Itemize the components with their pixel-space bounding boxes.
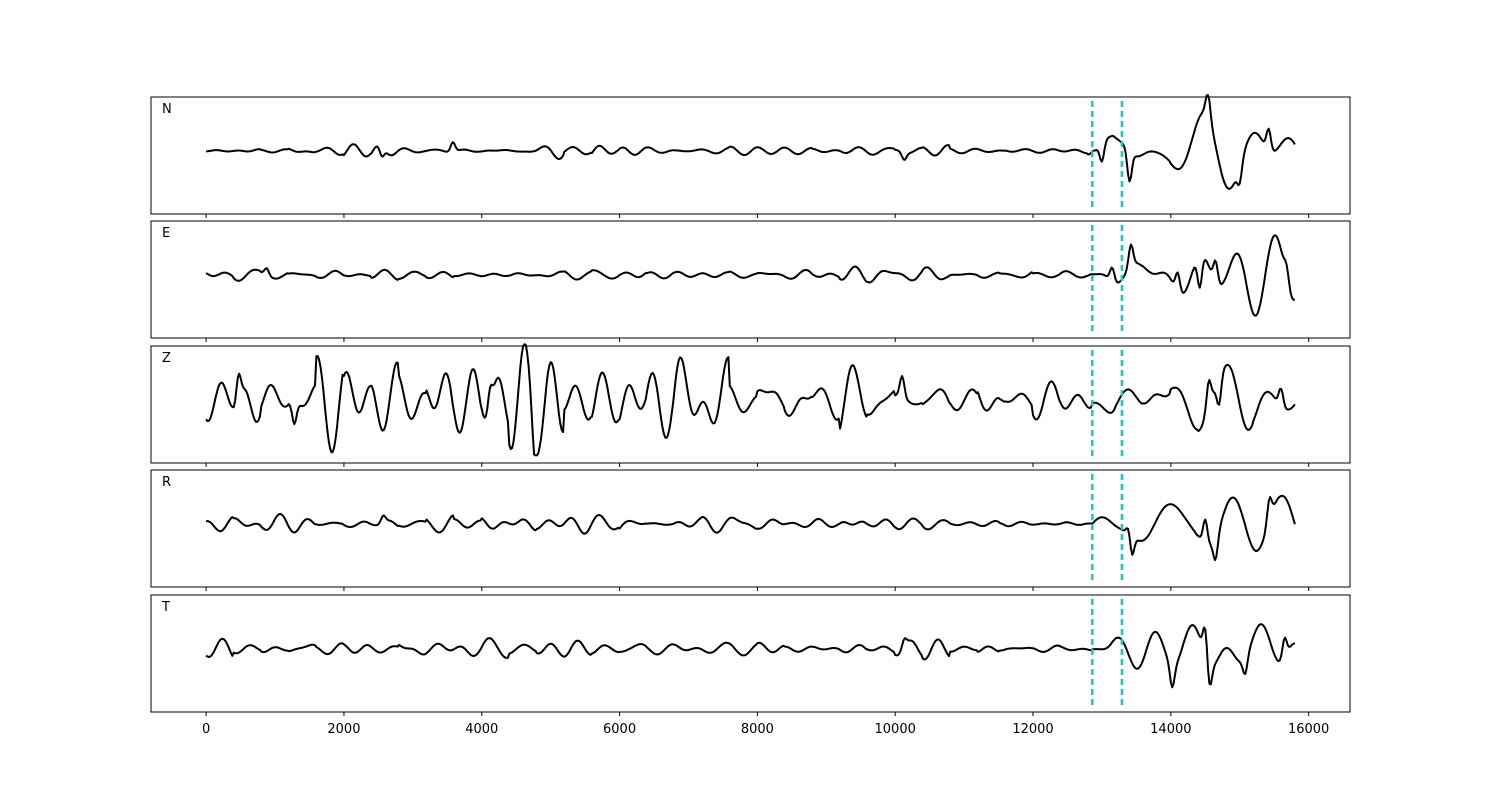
panel-label: Z: [162, 351, 171, 366]
x-tick-label: 12000: [1012, 722, 1053, 737]
waveform-trace: [205, 343, 1296, 457]
panels-group: N E Z R T: [150, 94, 1351, 716]
panel-r: R: [150, 469, 1351, 591]
x-axis: 0 2000 4000 6000 8000 10000 12000 14000 16000: [202, 722, 1329, 737]
panel-frame: [150, 594, 1351, 713]
panel-frame: [150, 220, 1351, 339]
panel-frame: [150, 345, 1351, 464]
panel-frame: [150, 469, 1351, 588]
panel-e: E: [150, 220, 1351, 342]
x-tick-label: 6000: [603, 722, 636, 737]
waveform-trace: [205, 234, 1296, 317]
panel-frame: [150, 96, 1351, 215]
x-tick-label: 2000: [327, 722, 360, 737]
x-tick-label: 10000: [875, 722, 916, 737]
waveform-trace: [206, 494, 1296, 562]
panel-label: T: [161, 600, 170, 615]
panel-label: R: [162, 475, 171, 490]
x-tick-label: 4000: [465, 722, 498, 737]
x-tick-label: 14000: [1150, 722, 1191, 737]
panel-label: N: [162, 102, 172, 117]
panel-t: T: [150, 594, 1351, 716]
x-tick-label: 8000: [741, 722, 774, 737]
x-tick-label: 0: [202, 722, 210, 737]
x-tick-label: 16000: [1288, 722, 1329, 737]
waveform-trace: [205, 623, 1296, 689]
panel-z: Z: [150, 343, 1351, 467]
waveform-trace: [206, 94, 1296, 190]
panel-label: E: [162, 226, 170, 241]
panel-n: N: [150, 94, 1351, 218]
